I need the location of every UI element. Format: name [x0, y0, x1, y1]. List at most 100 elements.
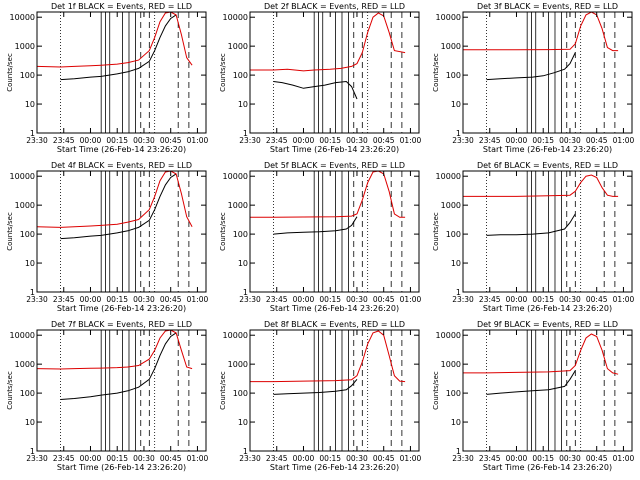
detector-panel: 1 10 100 1000 10000 23:30 23:45 00:00 00:15 00:30… [6, 2, 208, 154]
y-tick-label: 10000 [436, 331, 461, 340]
y-axis-label: Counts/sec [6, 371, 14, 410]
detector-panel: 1 10 100 1000 10000 23:30 23:45 00:00 00:15 00:30… [432, 161, 634, 313]
x-tick-label: 00:00 [293, 454, 315, 463]
panel-title: Det 2f BLACK = Events, RED = LLD [264, 2, 405, 11]
series-group [37, 12, 193, 81]
y-tick-label: 10000 [436, 13, 461, 22]
y-tick-label: 10000 [10, 331, 35, 340]
y-tick-label: 10 [451, 100, 461, 109]
y-tick-label: 10000 [10, 13, 35, 22]
y-tick-label: 10000 [223, 331, 248, 340]
y-tick-label: 10000 [10, 172, 35, 181]
y-tick-label: 1000 [228, 42, 248, 51]
x-tick-label: 23:30 [239, 454, 261, 463]
panel-title: Det 7f BLACK = Events, RED = LLD [51, 320, 192, 329]
plot-frame [36, 329, 207, 452]
x-axis-label: Start Time (26-Feb-14 23:26:20) [483, 304, 612, 313]
x-tick-label: 00:00 [506, 454, 528, 463]
x-tick-label: 00:30 [133, 454, 155, 463]
x-tick-label: 23:45 [479, 454, 501, 463]
x-tick-label: 00:15 [106, 454, 128, 463]
x-tick-label: 00:15 [319, 136, 341, 145]
x-tick-label: 00:45 [160, 295, 182, 304]
plot-frame [36, 170, 207, 293]
lld-series-line [463, 174, 619, 197]
panel-title: Det 3f BLACK = Events, RED = LLD [477, 2, 618, 11]
x-tick-label: 00:30 [133, 295, 155, 304]
panel-title: Det 9f BLACK = Events, RED = LLD [477, 320, 618, 329]
detector-panel: 1 10 100 1000 10000 23:30 23:45 00:00 00:15 00:30… [219, 320, 421, 472]
panel-title: Det 4f BLACK = Events, RED = LLD [51, 161, 192, 170]
events-series-line [486, 52, 576, 81]
detector-panel: 1 10 100 1000 10000 23:30 23:45 00:00 00:15 00:30… [432, 2, 634, 154]
series-group [463, 174, 619, 236]
y-tick-label: 1000 [441, 360, 461, 369]
x-tick-label: 00:15 [106, 295, 128, 304]
x-tick-label: 00:45 [373, 136, 395, 145]
x-axis-label: Start Time (26-Feb-14 23:26:20) [270, 463, 399, 472]
events-series-line [60, 173, 177, 240]
x-tick-label: 23:30 [239, 295, 261, 304]
events-series-line [273, 216, 358, 235]
x-tick-label: 01:00 [187, 454, 209, 463]
y-axis-label: Counts/sec [219, 53, 227, 92]
x-tick-label: 00:15 [532, 454, 554, 463]
y-tick-label: 1 [243, 288, 248, 297]
y-tick-label: 1 [456, 129, 461, 138]
y-tick-label: 1 [30, 129, 35, 138]
plot-frame [36, 11, 207, 134]
y-tick-label: 1000 [228, 360, 248, 369]
y-tick-label: 10 [25, 100, 35, 109]
y-tick-label: 10 [451, 259, 461, 268]
y-tick-label: 100 [446, 71, 461, 80]
y-tick-label: 10 [238, 259, 248, 268]
y-axis-label: Counts/sec [6, 53, 14, 92]
y-tick-label: 100 [446, 230, 461, 239]
marker-lines [273, 12, 403, 133]
lld-series-line [37, 12, 193, 68]
lld-series-line [463, 12, 619, 52]
panel-title: Det 8f BLACK = Events, RED = LLD [264, 320, 405, 329]
y-tick-label: 1 [243, 447, 248, 456]
y-tick-label: 10 [451, 418, 461, 427]
series-group [250, 171, 406, 235]
plot-frame [249, 11, 420, 134]
x-tick-label: 23:45 [53, 136, 75, 145]
y-tick-label: 10000 [223, 172, 248, 181]
x-axis-label: Start Time (26-Feb-14 23:26:20) [270, 145, 399, 154]
events-series-line [60, 332, 177, 400]
events-series-line [273, 80, 358, 100]
x-tick-label: 23:45 [53, 454, 75, 463]
plot-frame [462, 329, 633, 452]
y-tick-label: 1 [30, 288, 35, 297]
x-tick-label: 00:30 [559, 295, 581, 304]
x-axis-label: Start Time (26-Feb-14 23:26:20) [57, 145, 186, 154]
x-tick-label: 23:30 [26, 295, 48, 304]
marker-lines [60, 171, 190, 292]
marker-lines [60, 330, 190, 451]
detector-panel: 1 10 100 1000 10000 23:30 23:45 00:00 00:15 00:30… [6, 161, 208, 313]
y-tick-label: 100 [446, 389, 461, 398]
x-tick-label: 23:30 [452, 295, 474, 304]
series-group [463, 333, 619, 395]
y-tick-label: 1000 [15, 201, 35, 210]
x-tick-label: 23:45 [53, 295, 75, 304]
plot-frame [249, 170, 420, 293]
y-tick-label: 100 [20, 230, 35, 239]
x-tick-label: 00:15 [319, 454, 341, 463]
x-tick-label: 00:30 [559, 454, 581, 463]
x-axis-label: Start Time (26-Feb-14 23:26:20) [483, 145, 612, 154]
x-tick-label: 00:45 [586, 454, 608, 463]
x-tick-label: 01:00 [613, 295, 635, 304]
detector-panel: 1 10 100 1000 10000 23:30 23:45 00:00 00:15 00:30… [219, 2, 421, 154]
y-tick-label: 1000 [15, 360, 35, 369]
x-tick-label: 23:45 [479, 136, 501, 145]
x-tick-label: 01:00 [613, 454, 635, 463]
x-tick-label: 00:00 [80, 136, 102, 145]
panel-title: Det 5f BLACK = Events, RED = LLD [264, 161, 405, 170]
x-tick-label: 00:30 [559, 136, 581, 145]
x-tick-label: 01:00 [400, 136, 422, 145]
events-series-line [273, 378, 358, 395]
y-tick-label: 1 [456, 288, 461, 297]
x-tick-label: 00:15 [106, 136, 128, 145]
